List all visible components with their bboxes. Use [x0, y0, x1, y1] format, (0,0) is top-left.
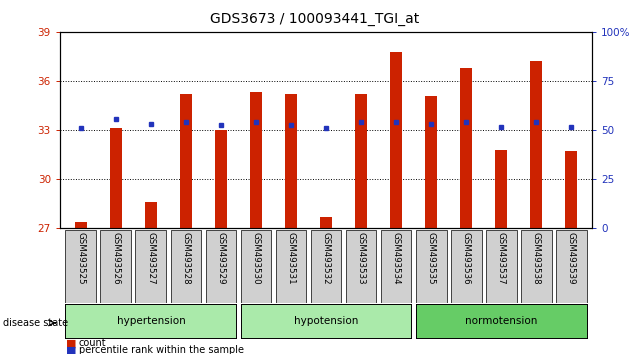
Bar [521, 230, 552, 303]
Bar [66, 230, 96, 303]
Text: GSM493527: GSM493527 [146, 232, 156, 285]
Bar [205, 230, 236, 303]
Text: GSM493539: GSM493539 [567, 232, 576, 285]
Text: percentile rank within the sample: percentile rank within the sample [79, 346, 244, 354]
Bar [250, 92, 262, 228]
Text: ■: ■ [66, 346, 77, 354]
Text: GSM493534: GSM493534 [392, 232, 401, 285]
Text: disease state: disease state [3, 318, 68, 328]
Bar [390, 52, 402, 228]
Text: GSM493526: GSM493526 [112, 232, 120, 285]
Bar [556, 230, 587, 303]
Text: GSM493530: GSM493530 [251, 232, 260, 285]
Bar [100, 230, 131, 303]
Bar [215, 130, 227, 228]
Bar [460, 68, 472, 228]
Bar [145, 202, 157, 228]
Bar [110, 129, 122, 228]
Text: normotension: normotension [465, 316, 537, 326]
Bar [275, 230, 306, 303]
Bar [285, 94, 297, 228]
Bar [180, 94, 192, 228]
Text: GSM493536: GSM493536 [462, 232, 471, 285]
Bar [530, 61, 542, 228]
Bar [135, 230, 166, 303]
Text: hypertension: hypertension [117, 316, 185, 326]
Bar [320, 217, 332, 228]
Bar [450, 230, 481, 303]
Text: GSM493538: GSM493538 [532, 232, 541, 285]
Bar [486, 230, 517, 303]
Text: GSM493529: GSM493529 [217, 232, 226, 285]
Text: GSM493535: GSM493535 [427, 232, 435, 285]
Bar [75, 222, 87, 228]
Bar [346, 230, 377, 303]
Bar [565, 152, 577, 228]
Bar [171, 230, 202, 303]
Text: GSM493537: GSM493537 [496, 232, 506, 285]
Text: ■: ■ [66, 338, 77, 348]
Text: count: count [79, 338, 106, 348]
Bar [241, 230, 272, 303]
Text: GSM493528: GSM493528 [181, 232, 190, 285]
Text: GSM493532: GSM493532 [321, 232, 331, 285]
Bar [425, 96, 437, 228]
Text: GDS3673 / 100093441_TGI_at: GDS3673 / 100093441_TGI_at [210, 12, 420, 27]
Text: GSM493525: GSM493525 [76, 232, 85, 285]
Bar [495, 150, 507, 228]
Text: GSM493533: GSM493533 [357, 232, 365, 285]
Text: GSM493531: GSM493531 [287, 232, 295, 285]
Bar [355, 94, 367, 228]
Bar [381, 230, 411, 303]
Bar [416, 230, 447, 303]
Text: hypotension: hypotension [294, 316, 358, 326]
Bar [311, 230, 341, 303]
